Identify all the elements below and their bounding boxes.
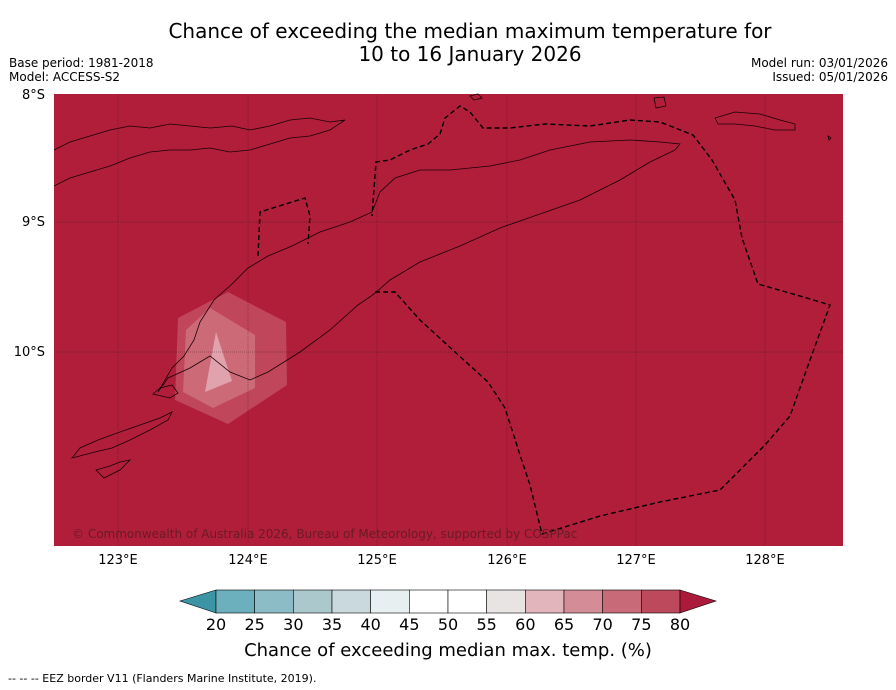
colorbar-title: Chance of exceeding median max. temp. (%… [244,640,652,661]
probability-blob-60 [205,332,232,392]
map-title: Chance of exceeding the median maximum t… [130,20,810,66]
meta-right: Model run: 03/01/2026 Issued: 05/01/2026 [751,56,888,84]
colorbar-tick-label: 30 [283,615,304,634]
colorbar-tick-label: 70 [592,615,613,634]
coastlines [53,93,832,479]
lon-label-127e: 127°E [616,553,656,568]
coastline-islet-right [827,135,832,141]
colorbar-tick-label: 80 [669,615,691,634]
lat-label-10s: 10°S [13,345,45,360]
base-period: Base period: 1981-2018 [9,56,154,70]
coastline-wetar [714,111,796,131]
colorbar-segment [486,589,526,614]
meta-left: Base period: 1981-2018 Model: ACCESS-S2 [9,56,154,84]
coastline-atauro [469,93,483,101]
title-line-1: Chance of exceeding the median maximum t… [168,19,772,43]
coastline-sawu [70,411,173,459]
colorbar-segment [641,589,681,614]
colorbar-tick-label: 75 [631,615,652,634]
lon-label-125e: 125°E [357,553,397,568]
lon-label-128e: 128°E [745,553,785,568]
colorbar-segment [370,589,410,614]
colorbar-tick-label: 55 [476,615,497,634]
colorbar-segment [409,589,449,614]
eez-border-main [371,105,831,535]
eez-border-oecusse [257,197,311,257]
colorbar-segment [525,589,565,614]
copyright-notice: © Commonwealth of Australia 2026, Bureau… [72,527,578,541]
colorbar-segment [447,589,487,614]
map-background [54,94,843,546]
colorbar [179,589,717,614]
colorbar-over-arrow [679,589,717,614]
title-line-2: 10 to 16 January 2026 [358,42,582,66]
coastline-small-left [95,459,132,479]
colorbar-under-arrow [179,589,217,614]
lat-label-9s: 9°S [21,215,45,230]
lon-label-123e: 123°E [98,553,138,568]
colorbar-segment [254,589,294,614]
colorbar-tick-label: 50 [437,615,459,634]
colorbar-segment [331,589,371,614]
colorbar-tick-label: 25 [244,615,265,634]
issued-date: Issued: 05/01/2026 [772,70,888,84]
lat-label-8s: 8°S [21,88,45,103]
colorbar-tick-label: 45 [399,615,420,634]
eez-footer-note: -- -- -- EEZ border V11 (Flanders Marine… [8,672,317,685]
model-run: Model run: 03/01/2026 [750,56,888,70]
colorbar-tick-label: 40 [360,615,381,634]
eez-border [257,105,831,535]
lon-label-124e: 124°E [228,553,268,568]
coastline-rote [152,384,179,399]
colorbar-segment [602,589,642,614]
colorbar-tick-label: 65 [553,615,575,634]
colorbar-segment [215,589,255,614]
colorbar-tick-label: 35 [321,615,343,634]
lon-label-126e: 126°E [487,553,527,568]
colorbar-tick-label: 20 [205,615,227,634]
colorbar-segment [293,589,333,614]
coastline-islet [653,96,667,109]
colorbar-segments [215,589,681,614]
model-name: Model: ACCESS-S2 [9,70,121,84]
coastline-timor [157,139,681,393]
colorbar-tick-label: 60 [515,615,536,634]
colorbar-segment [563,589,603,614]
coastline-flores [53,117,346,187]
